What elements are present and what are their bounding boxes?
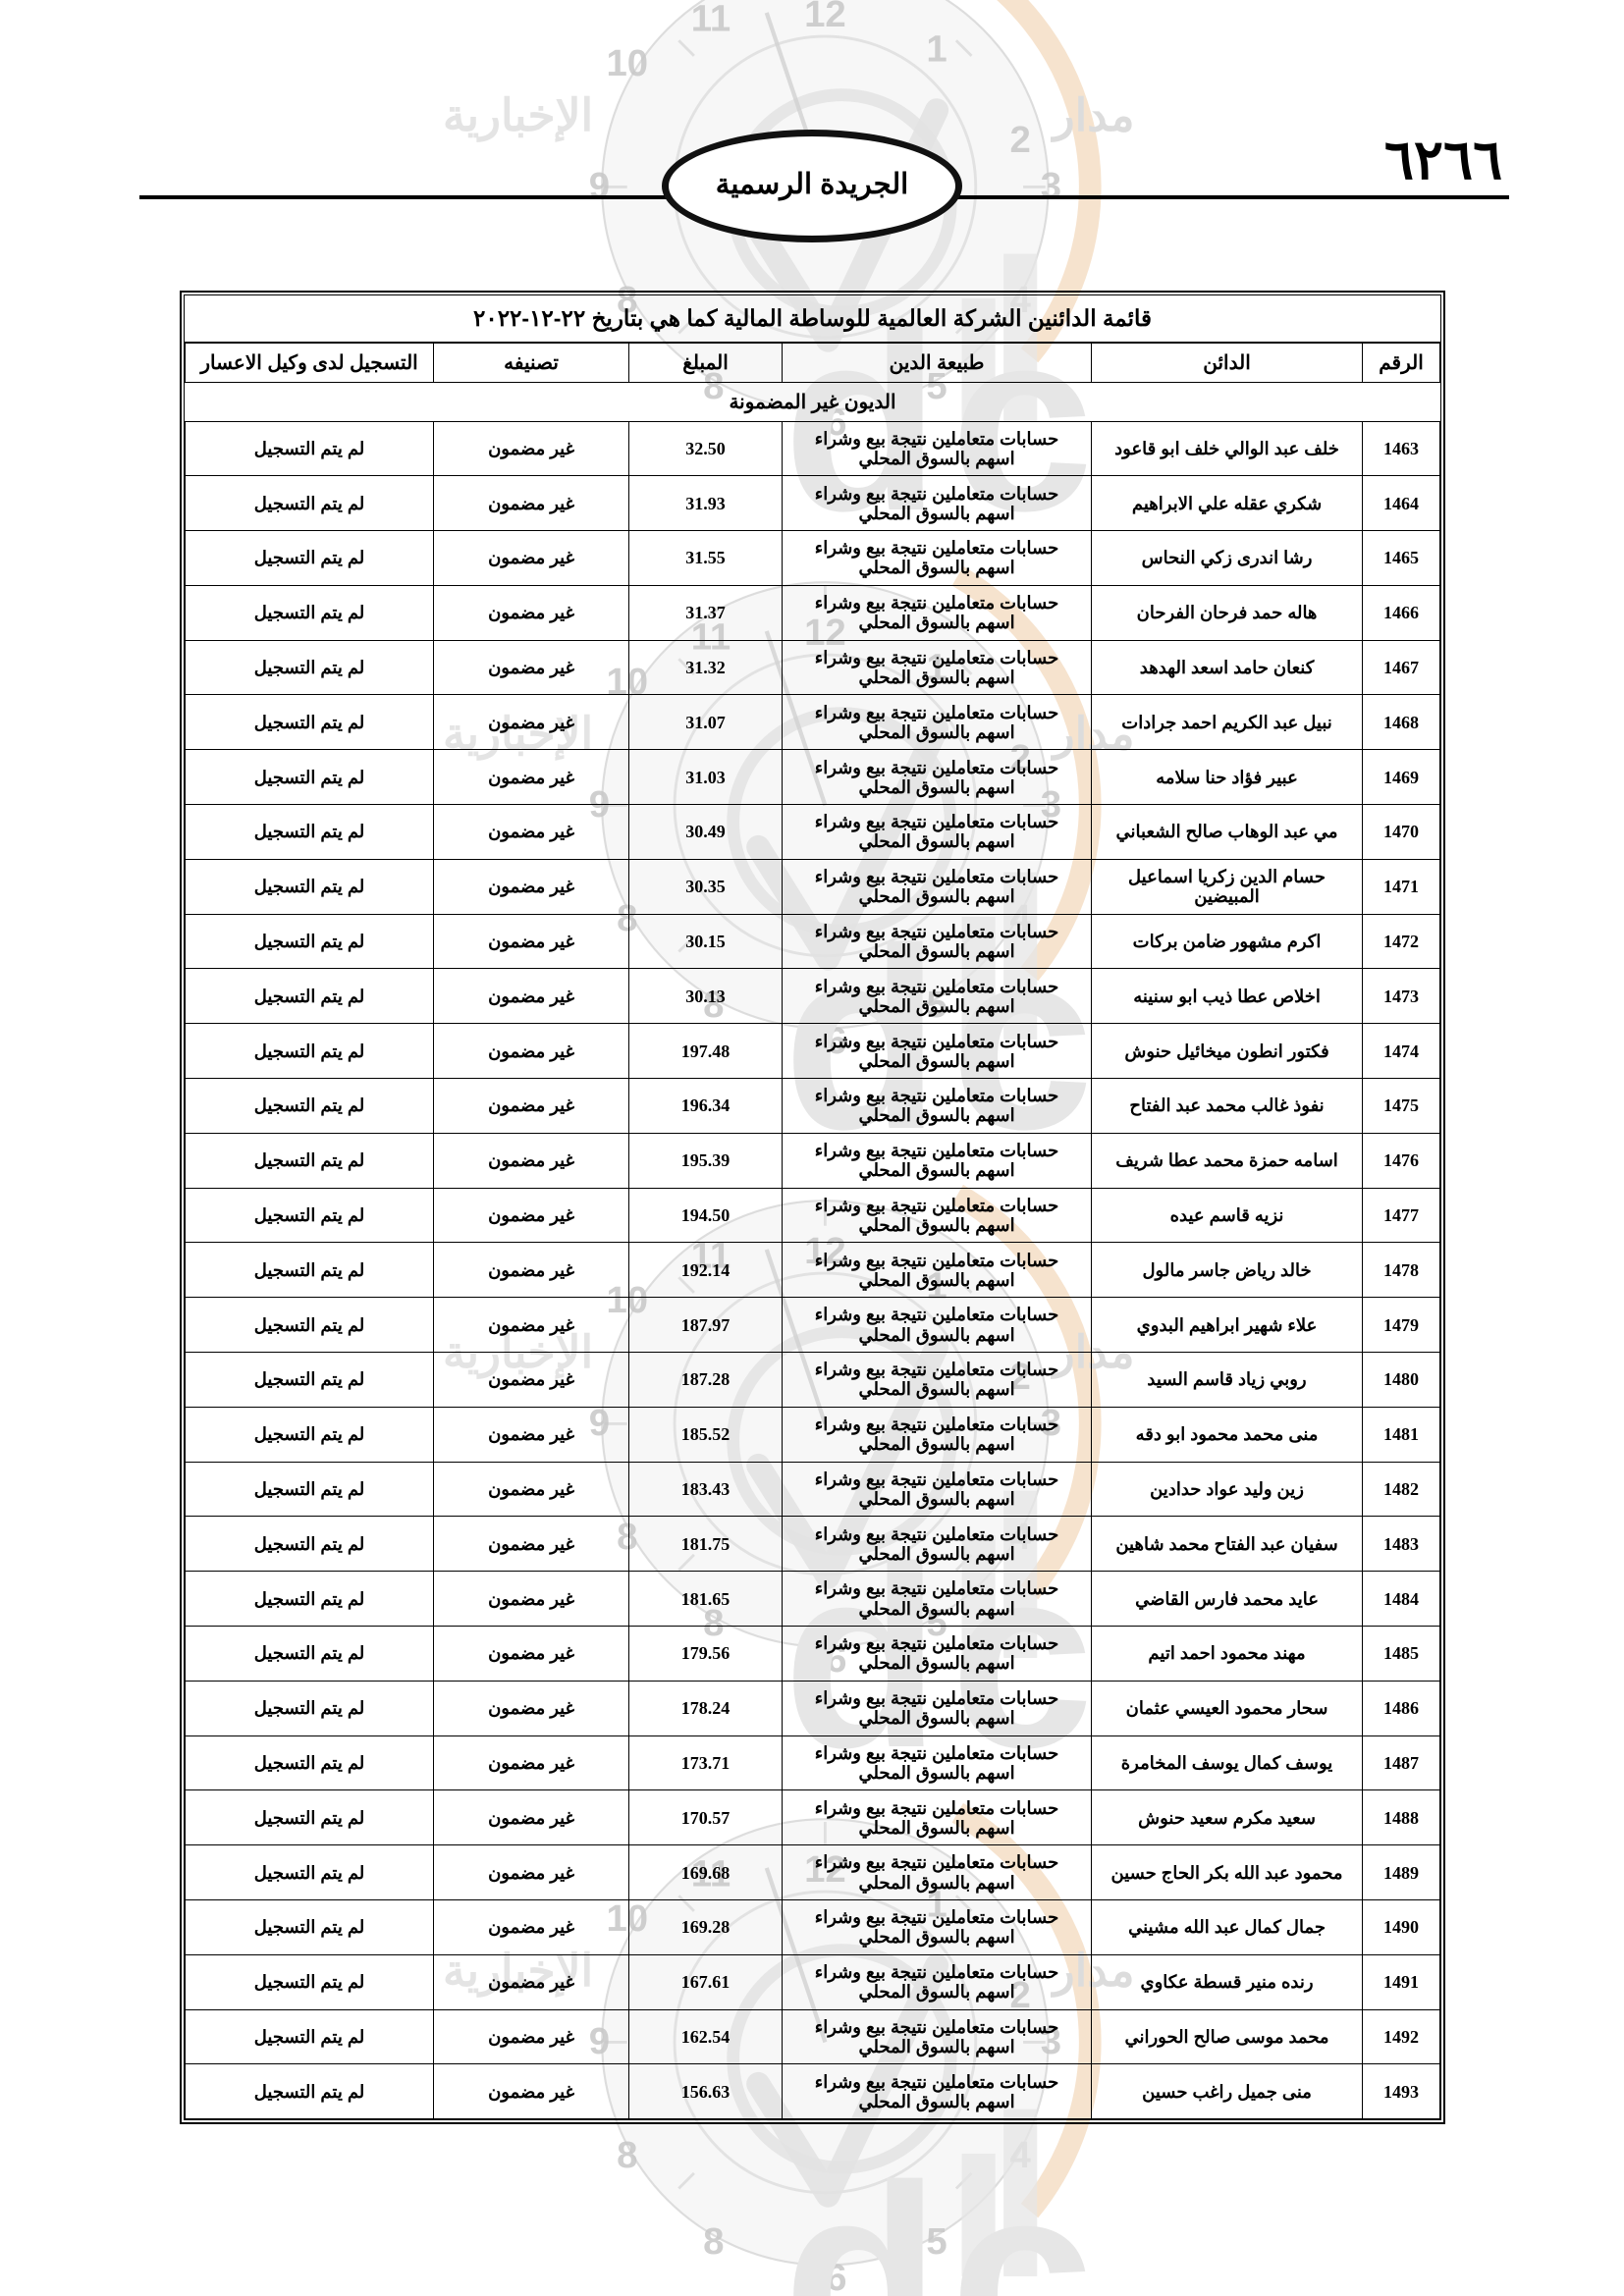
svg-text:5: 5: [926, 2220, 947, 2263]
svg-text:4: 4: [1009, 2134, 1031, 2176]
svg-text:12: 12: [804, 0, 846, 35]
svg-text:8: 8: [703, 2220, 724, 2263]
svg-text:8: 8: [617, 2134, 637, 2176]
svg-text:9: 9: [588, 164, 609, 206]
svg-text:10: 10: [606, 41, 648, 83]
svg-text:1: 1: [926, 27, 947, 70]
svg-text:11: 11: [690, 0, 731, 39]
svg-text:3: 3: [1040, 164, 1060, 206]
svg-text:6: 6: [826, 2257, 846, 2296]
svg-text:2: 2: [1009, 119, 1030, 161]
